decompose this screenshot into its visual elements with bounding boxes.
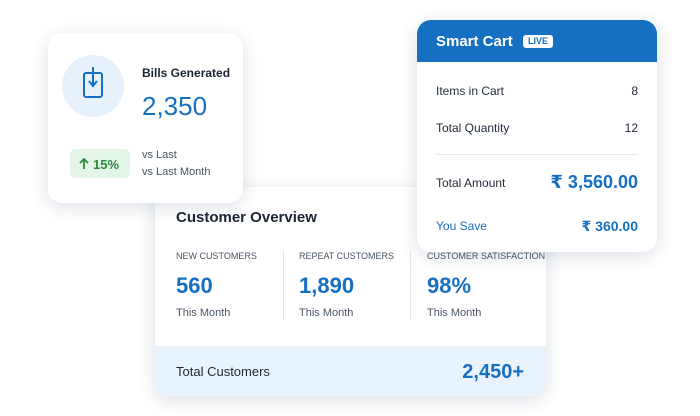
footer-label: Total Customers [176,364,270,379]
row-value: ₹ 360.00 [581,218,638,234]
stat-label: NEW CUSTOMERS [176,251,257,261]
compare-text: vs Last [142,149,177,161]
overview-title: Customer Overview [176,209,317,226]
bill-icon [62,55,124,117]
stat-label: REPEAT CUSTOMERS [299,251,395,261]
divider [410,250,411,320]
row-label: Items in Cart [436,84,505,98]
row-value: ₹ 3,560.00 [550,172,638,192]
stat-label: CUSTOMER SATISFACTION [427,251,546,261]
stat-period: This Month [427,307,482,319]
row-value: 8 [631,84,638,98]
row-label: Total Amount [436,176,506,190]
row-value: 12 [624,121,638,135]
change-badge: 15% [70,149,130,178]
compare-text: vs Last Month [142,166,211,178]
stat-value: 98% [427,273,472,298]
row-label: You Save [436,219,487,233]
stat-period: This Month [176,307,231,319]
change-value: 15% [93,157,120,172]
divider [283,250,284,320]
bills-card: Bills Generated 2,350 15% vs Last vs Las… [48,33,243,203]
overview-footer: Total Customers 2,450+ [155,346,546,396]
bills-title: Bills Generated [142,66,231,80]
cart-header: Smart Cart LIVE [417,20,657,62]
cart-title: Smart Cart [436,33,513,50]
stat-value: 1,890 [299,273,355,298]
smart-cart-card: Smart Cart LIVE Items in Cart 8 Total Qu… [417,20,657,252]
stat-period: This Month [299,307,354,319]
row-label: Total Quantity [436,121,510,135]
divider [436,154,638,155]
up-arrow [79,158,89,169]
bills-value: 2,350 [142,91,208,121]
stat-value: 560 [176,273,213,298]
live-badge: LIVE [523,35,554,48]
footer-value: 2,450+ [462,361,524,383]
